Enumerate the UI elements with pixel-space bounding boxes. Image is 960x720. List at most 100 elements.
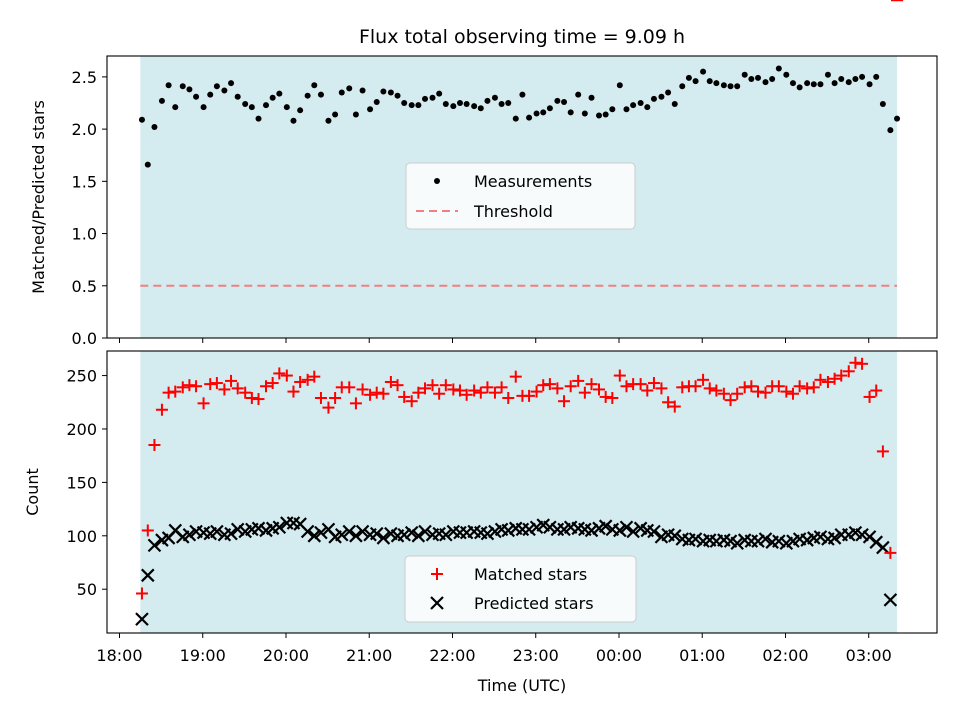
measurement-point: [769, 75, 776, 82]
matched-star-point: [876, 445, 889, 458]
predicted-star-point: [647, 524, 661, 539]
measurement-point: [290, 117, 297, 124]
x-tick-label: 19:00: [180, 646, 226, 665]
matched-star-point: [856, 357, 869, 370]
measurement-point: [346, 85, 353, 92]
measurement-point: [637, 100, 644, 106]
matched-star-point: [738, 381, 751, 394]
measurement-point: [297, 107, 304, 114]
measurement-point: [894, 115, 901, 122]
matched-star-point: [190, 380, 203, 393]
measurement-point: [596, 112, 603, 119]
matched-star-point: [530, 385, 543, 398]
matched-star-point: [772, 380, 785, 393]
measurement-point: [242, 101, 249, 108]
predicted-star-point: [855, 527, 869, 542]
measurement-point: [804, 80, 811, 87]
x-tick-label: 20:00: [263, 646, 309, 665]
predicted-star-point: [272, 520, 287, 535]
measurement-point: [879, 101, 886, 108]
measurement-point: [367, 106, 374, 113]
predicted-star-point: [355, 524, 370, 539]
measurement-point: [408, 102, 415, 109]
measurement-point: [526, 114, 533, 121]
predicted-star-point: [369, 526, 384, 541]
predicted-star-point: [230, 522, 245, 537]
measurement-point: [228, 80, 235, 87]
matched-star-point: [453, 384, 466, 397]
measurement-point: [755, 74, 762, 81]
measurement-point: [456, 100, 463, 106]
matched-star-point: [405, 395, 418, 408]
measurement-point: [221, 87, 228, 94]
x-axis-label: Time (UTC): [477, 676, 566, 695]
measurement-point: [429, 94, 436, 101]
matched-star-point: [245, 392, 258, 404]
legend-predicted-label: Predicted stars: [474, 594, 594, 613]
measurement-point: [422, 95, 429, 102]
predicted-star-point: [147, 538, 162, 553]
measurement-point: [665, 89, 672, 96]
bottom-y-tick-label: 100: [66, 527, 97, 546]
measurement-point: [561, 98, 568, 105]
top-axes-frame: [106, 55, 938, 339]
predicted-star-point: [543, 520, 557, 535]
matched-star-point: [821, 375, 834, 388]
matched-star-point: [225, 374, 238, 387]
measurement-point: [325, 117, 332, 124]
matched-star-point: [509, 370, 522, 383]
predicted-star-point: [411, 529, 426, 543]
measurement-point: [741, 71, 748, 78]
measurement-point: [658, 93, 665, 100]
predicted-star-point: [439, 527, 453, 542]
matched-star-point: [252, 393, 265, 406]
measurement-point: [332, 111, 339, 118]
predicted-star-point: [758, 532, 773, 546]
matched-star-point: [717, 387, 730, 400]
predicted-star-point: [772, 534, 786, 548]
measurement-point: [193, 93, 200, 100]
matched-star-point: [349, 397, 362, 410]
legend-matched-label: Matched stars: [474, 565, 587, 584]
measurement-point: [186, 86, 193, 93]
matched-star-point: [398, 390, 411, 403]
predicted-star-point: [404, 525, 419, 540]
bottom-x-ticks: 18:00 19:00 20:00 21:00 22:00 23:00 00:00 01:00…: [96, 633, 892, 665]
matched-star-point: [593, 383, 606, 396]
matched-star-point: [162, 386, 175, 399]
predicted-stars-points: [135, 0, 904, 626]
matched-star-point: [447, 383, 460, 396]
matched-star-point: [364, 388, 377, 401]
measurement-point: [824, 71, 831, 78]
matched-star-point: [460, 388, 473, 401]
matched-star-point: [668, 400, 681, 413]
matched-star-point: [689, 380, 702, 393]
predicted-star-point: [224, 526, 238, 541]
matched-star-point: [620, 380, 633, 393]
measurement-point: [165, 82, 172, 89]
measurement-point: [200, 104, 207, 111]
measurement-point: [436, 90, 443, 97]
measurement-point: [692, 78, 699, 85]
measurement-point: [810, 81, 817, 88]
predicted-star-point: [182, 527, 197, 542]
matched-star-point: [745, 380, 758, 393]
predicted-star-point: [210, 524, 224, 539]
matched-star-point: [835, 369, 848, 382]
measurement-point: [311, 82, 318, 89]
matched-star-point: [419, 382, 432, 395]
predicted-star-point: [342, 524, 357, 539]
bottom-y-axis-label: Count: [23, 468, 42, 516]
measurement-point: [394, 92, 401, 99]
predicted-star-point: [626, 524, 640, 539]
matched-star-point: [218, 383, 231, 396]
predicted-star-point: [667, 529, 682, 543]
matched-star-point: [828, 372, 841, 385]
matched-star-point: [558, 395, 571, 408]
matched-star-point: [849, 356, 862, 369]
matched-stars-points: [135, 0, 904, 600]
measurement-point: [609, 106, 616, 113]
matched-star-point: [183, 379, 196, 392]
predicted-star-point: [688, 532, 703, 546]
measurement-point: [567, 109, 574, 116]
